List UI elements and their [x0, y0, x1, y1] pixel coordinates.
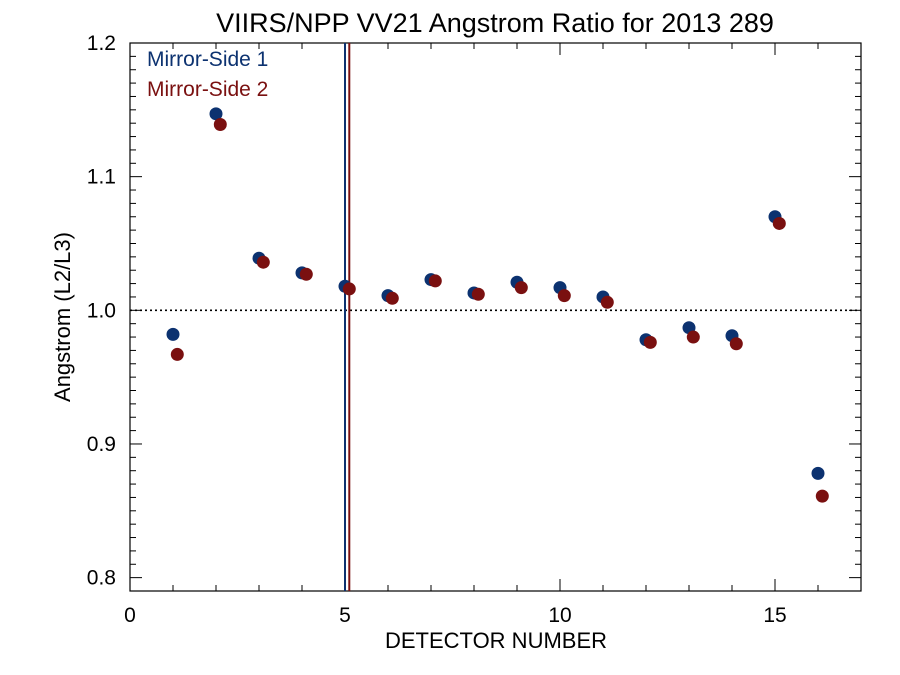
- data-point-series-2: [643, 335, 657, 349]
- x-axis-label: DETECTOR NUMBER: [385, 628, 607, 653]
- data-point-series-2: [772, 216, 786, 230]
- data-point-series-2: [686, 330, 700, 344]
- legend-entry-mirror-side-2: Mirror-Side 2: [147, 78, 268, 101]
- data-point-series-2: [342, 282, 356, 296]
- y-tick-label: 0.8: [87, 567, 116, 590]
- plot-frame: [129, 42, 862, 592]
- y-tick-label: 1.0: [87, 299, 116, 322]
- axis-ticks: [129, 42, 862, 591]
- data-point-series-1: [209, 107, 223, 121]
- data-point-series-2: [514, 281, 528, 295]
- data-points: [166, 107, 829, 503]
- data-point-series-2: [600, 295, 614, 309]
- data-point-series-2: [299, 267, 313, 281]
- x-tick-label: 0: [124, 604, 136, 627]
- y-tick-label: 0.9: [87, 433, 116, 456]
- data-point-series-2: [213, 118, 227, 132]
- y-tick-label: 1.1: [87, 166, 116, 189]
- data-point-series-1: [166, 327, 180, 341]
- data-point-series-2: [385, 291, 399, 305]
- x-tick-labels: 0 5 10 15: [124, 604, 787, 627]
- vertical-lines: [344, 43, 351, 591]
- data-point-series-2: [471, 287, 485, 301]
- data-point-series-1: [811, 466, 825, 480]
- x-tick-label: 10: [548, 604, 571, 627]
- x-tick-label: 15: [763, 604, 786, 627]
- y-axis-label: Angstrom (L2/L3): [50, 232, 75, 402]
- chart-title: VIIRS/NPP VV21 Angstrom Ratio for 2013 2…: [216, 8, 774, 38]
- legend-entry-mirror-side-1: Mirror-Side 1: [147, 48, 268, 71]
- y-tick-label: 1.2: [87, 32, 116, 55]
- x-tick-label: 5: [339, 604, 351, 627]
- data-point-series-2: [428, 274, 442, 288]
- data-point-series-2: [557, 289, 571, 303]
- data-point-series-2: [170, 347, 184, 361]
- data-point-series-2: [815, 489, 829, 503]
- y-tick-labels: 0.8 0.9 1.0 1.1 1.2: [87, 32, 116, 590]
- data-point-series-2: [729, 337, 743, 351]
- data-point-series-2: [256, 255, 270, 269]
